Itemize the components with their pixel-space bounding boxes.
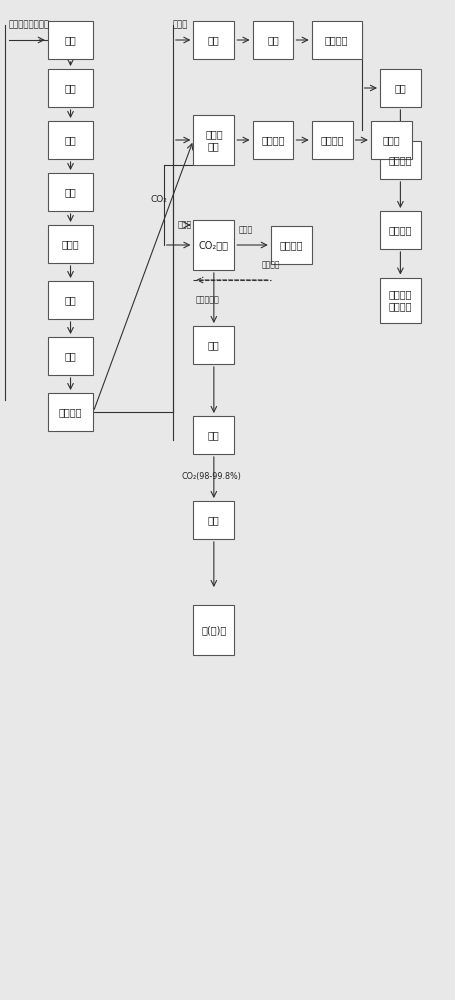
- FancyBboxPatch shape: [253, 121, 293, 159]
- Text: 热介质: 热介质: [239, 226, 253, 234]
- Text: 储(封)存: 储(封)存: [201, 625, 227, 635]
- Text: 密闭窑
煅烧: 密闭窑 煅烧: [205, 129, 222, 151]
- Text: 计量: 计量: [65, 351, 76, 361]
- Text: 水泥装装
（包装）: 水泥装装 （包装）: [389, 289, 412, 311]
- FancyBboxPatch shape: [48, 225, 93, 263]
- FancyBboxPatch shape: [271, 226, 312, 264]
- Text: 配合料: 配合料: [62, 239, 79, 249]
- FancyBboxPatch shape: [48, 121, 93, 159]
- FancyBboxPatch shape: [48, 173, 93, 211]
- Text: 冷介质: 冷介质: [177, 221, 192, 230]
- FancyBboxPatch shape: [312, 21, 362, 59]
- FancyBboxPatch shape: [380, 211, 421, 249]
- Text: 固化: 固化: [65, 135, 76, 145]
- FancyBboxPatch shape: [193, 416, 234, 454]
- Text: 除尘: 除尘: [208, 340, 220, 350]
- FancyBboxPatch shape: [48, 21, 93, 59]
- FancyBboxPatch shape: [48, 393, 93, 431]
- Text: 熟料库: 熟料库: [383, 135, 400, 145]
- Text: 高温熟料: 高温熟料: [261, 135, 285, 145]
- FancyBboxPatch shape: [380, 69, 421, 107]
- FancyBboxPatch shape: [193, 326, 234, 364]
- Text: 破碎: 破碎: [65, 35, 76, 45]
- Text: 筛分: 筛分: [267, 35, 279, 45]
- Text: 熟料冷却: 熟料冷却: [320, 135, 344, 145]
- Text: 煅烧: 煅烧: [65, 187, 76, 197]
- FancyBboxPatch shape: [380, 277, 421, 322]
- Text: 水泥储存: 水泥储存: [389, 225, 412, 235]
- Text: 密闭布料: 密闭布料: [59, 407, 82, 417]
- FancyBboxPatch shape: [193, 21, 234, 59]
- Text: CO₂(98-99.8%): CO₂(98-99.8%): [182, 473, 242, 482]
- Text: 压缩: 压缩: [208, 430, 220, 440]
- Text: CO₂: CO₂: [150, 196, 167, 205]
- Text: 介质冷却: 介质冷却: [262, 260, 280, 269]
- FancyBboxPatch shape: [253, 21, 293, 59]
- Text: 水泥粉磨: 水泥粉磨: [389, 155, 412, 165]
- FancyBboxPatch shape: [193, 605, 234, 655]
- Text: 计量: 计量: [394, 83, 406, 93]
- Text: 介质冷却: 介质冷却: [279, 240, 303, 250]
- Text: 上料: 上料: [65, 295, 76, 305]
- Text: CO₂冷却: CO₂冷却: [199, 240, 229, 250]
- FancyBboxPatch shape: [193, 220, 234, 270]
- Text: 冷凝: 冷凝: [208, 515, 220, 525]
- Text: 混合材: 混合材: [173, 20, 188, 29]
- FancyBboxPatch shape: [48, 281, 93, 319]
- Text: 配分: 配分: [65, 83, 76, 93]
- FancyBboxPatch shape: [371, 121, 412, 159]
- FancyBboxPatch shape: [48, 69, 93, 107]
- FancyBboxPatch shape: [380, 141, 421, 179]
- FancyBboxPatch shape: [312, 121, 353, 159]
- FancyBboxPatch shape: [48, 337, 93, 375]
- Text: 石灰石、校正原料: 石灰石、校正原料: [9, 20, 50, 29]
- Text: 冷介质回收: 冷介质回收: [196, 296, 219, 304]
- Text: 破碎: 破碎: [208, 35, 220, 45]
- Text: 混合材库: 混合材库: [325, 35, 349, 45]
- FancyBboxPatch shape: [193, 115, 234, 165]
- FancyBboxPatch shape: [193, 501, 234, 539]
